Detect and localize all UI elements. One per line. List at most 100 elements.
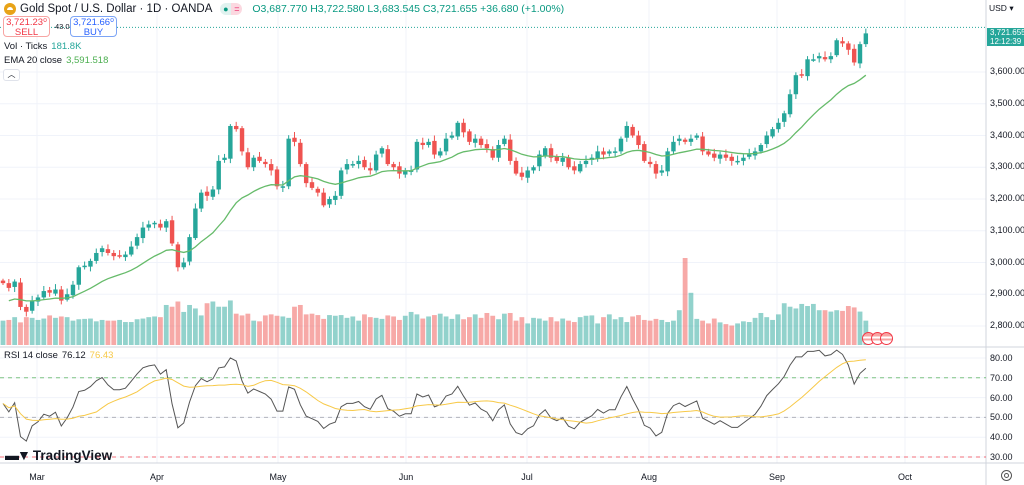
rsi-axis-label: 60.00 <box>990 392 1013 403</box>
candle-body <box>239 128 245 152</box>
volume-bar <box>548 317 554 345</box>
candle-body <box>368 168 373 171</box>
volume-bar <box>58 316 64 345</box>
ema-legend[interactable]: EMA 20 close 3,591.518 <box>4 55 108 66</box>
price-axis-label: 3,100.000 <box>990 224 1024 235</box>
candle-body <box>642 144 647 161</box>
volume-bar <box>857 311 863 345</box>
collapse-legend-button[interactable]: ︿ <box>3 69 20 81</box>
candle-body <box>636 135 641 146</box>
volume-bar <box>741 321 746 345</box>
volume-bar <box>501 313 507 345</box>
candle-body <box>164 221 169 228</box>
volume-bar <box>257 321 262 345</box>
ema-legend-label: EMA 20 close <box>4 55 63 66</box>
volume-bar <box>152 316 157 345</box>
volume-bar <box>175 301 181 345</box>
candle-body <box>659 170 664 173</box>
volume-bar <box>303 314 309 345</box>
volume-bar <box>367 317 373 345</box>
candle-body <box>758 145 764 152</box>
candle-body <box>513 160 519 174</box>
candle-body <box>572 166 577 171</box>
candle-body <box>618 138 624 152</box>
volume-bar <box>385 315 391 345</box>
candle-body <box>712 153 717 158</box>
price-axis-label: 2,800.000 <box>990 320 1024 330</box>
candle-body <box>717 154 723 159</box>
candle-body <box>158 223 163 228</box>
rsi-legend[interactable]: RSI 14 close 76.12 76.43 <box>4 350 113 361</box>
volume-bar <box>507 312 513 345</box>
time-axis-label: Mar <box>29 472 45 482</box>
candle-body <box>251 157 256 168</box>
candle-body <box>473 138 478 143</box>
candle-body <box>303 164 309 184</box>
rsi-axis-label: 80.00 <box>990 353 1013 363</box>
volume-bar <box>350 316 356 345</box>
ema-legend-value: 3,591.518 <box>66 55 109 66</box>
symbol-title[interactable]: Gold Spot / U.S. Dollar · 1D · OANDA <box>20 3 213 15</box>
candle-body <box>234 125 239 130</box>
volume-bar <box>309 313 315 345</box>
volume-bar <box>23 317 29 345</box>
candle-body <box>542 148 548 156</box>
settings-gear-icon[interactable] <box>1001 470 1012 481</box>
event-flag-icon[interactable] <box>880 332 893 345</box>
volume-bar <box>373 317 379 345</box>
candle-body <box>840 41 845 44</box>
volume-bar <box>461 319 466 345</box>
candle-body <box>566 157 571 168</box>
change-value: +36.680 (+1.00%) <box>480 3 565 15</box>
candle-body <box>747 154 752 157</box>
candle-body <box>548 148 554 158</box>
candle-body <box>129 246 134 255</box>
volume-bar <box>443 316 449 345</box>
market-status-pill[interactable]: ● = <box>220 3 243 15</box>
candle-body <box>519 172 525 177</box>
candle-body <box>857 44 863 64</box>
volume-bar <box>478 317 484 345</box>
candle-body <box>583 160 589 165</box>
volume-bar <box>426 316 431 345</box>
candle-body <box>379 148 385 154</box>
currency-selector[interactable]: USD ▾ <box>989 3 1014 13</box>
volume-bar <box>408 311 414 345</box>
ema-line <box>8 74 867 302</box>
price-axis-label: 3,200.000 <box>990 193 1024 203</box>
candle-body <box>665 151 670 172</box>
candle-body <box>373 154 379 171</box>
volume-bar <box>402 315 408 345</box>
candle-body <box>193 208 198 239</box>
volume-bar <box>729 325 735 345</box>
buy-button[interactable]: 3,721.66⁰ BUY <box>70 16 117 38</box>
volume-bar <box>618 317 624 345</box>
candle-body <box>210 189 216 197</box>
candle-body <box>257 156 262 161</box>
rsi-value: 76.12 <box>61 350 86 361</box>
candle-body <box>99 248 105 253</box>
volume-legend-label: Vol · Ticks <box>4 41 48 52</box>
tradingview-logo-icon: ▬▼ <box>5 447 31 463</box>
tradingview-logo[interactable]: ▬▼ TradingView <box>5 447 112 463</box>
volume-bar <box>280 316 286 345</box>
candle-body <box>828 56 834 60</box>
candle-body <box>111 252 116 257</box>
sell-button[interactable]: 3,721.23⁰ SELL <box>3 16 50 38</box>
volume-bar <box>840 310 845 345</box>
bar-countdown: 12:12:39 <box>990 37 1022 46</box>
rsi-axis-label: 30.00 <box>990 452 1013 462</box>
candle-body <box>782 113 787 122</box>
volume-bar <box>437 313 443 345</box>
volume-bar <box>111 320 117 345</box>
volume-bar <box>694 318 700 345</box>
candle-body <box>776 122 781 130</box>
candle-body <box>426 141 431 146</box>
candle-body <box>525 170 530 178</box>
candle-body <box>315 188 321 193</box>
volume-bar <box>542 320 548 345</box>
candle-body <box>647 161 653 165</box>
volume-legend[interactable]: Vol · Ticks 181.8K <box>4 41 81 52</box>
candle-body <box>502 138 507 145</box>
